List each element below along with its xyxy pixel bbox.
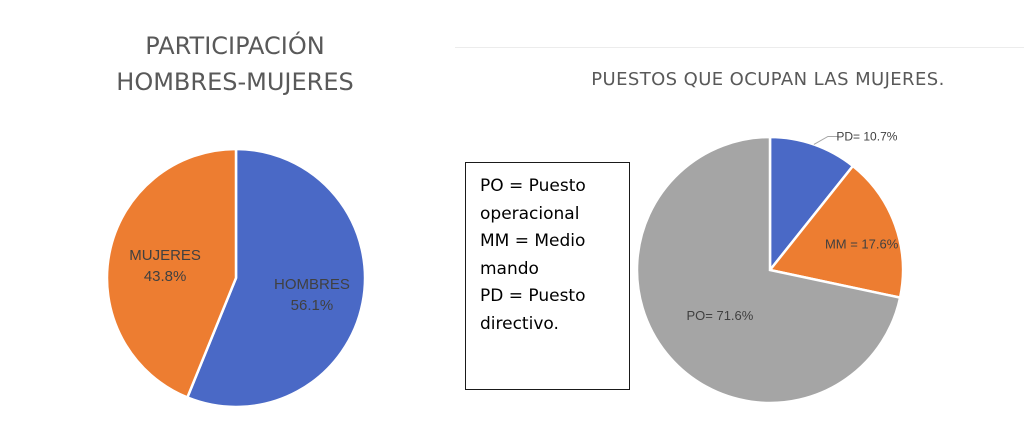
slice-label-mujeres: MUJERES — [129, 247, 201, 264]
pie-slice-po — [635, 135, 902, 405]
slice-label-hombres: HOMBRES — [274, 276, 350, 293]
divider-line — [455, 47, 1024, 48]
legend-line: MM = Medio — [480, 231, 586, 251]
chart-title-line: HOMBRES-MUJERES — [116, 68, 354, 96]
slice-label-pd: PD= 10.7% — [836, 129, 897, 143]
slice-value-hombres: 56.1% — [291, 297, 334, 314]
chart-title-participacion: PARTICIPACIÓN HOMBRES-MUJERES — [90, 28, 380, 100]
slice-label-mm: MM = 17.6% — [825, 237, 899, 252]
slice-value-mujeres: 43.8% — [144, 268, 187, 285]
chart-title-line: PARTICIPACIÓN — [145, 32, 325, 60]
pie-slice-mm — [767, 164, 905, 300]
legend-line: operacional — [480, 203, 580, 224]
legend-line: mando — [480, 258, 539, 279]
pie-slice-hombres — [185, 147, 367, 409]
leader-line-pd — [813, 135, 838, 145]
slice-label-po: PO= 71.6% — [686, 308, 753, 323]
legend-line: PO = Puesto — [480, 176, 586, 196]
chart-title-puestos: PUESTOS QUE OCUPAN LAS MUJERES. — [591, 69, 945, 90]
legend-line: PD = Puesto — [480, 286, 586, 306]
abbreviation-legend-box: PO = Puesto operacional MM = Medio mando… — [465, 162, 630, 390]
pie-slice-mujeres — [105, 147, 238, 400]
legend-line: directivo. — [480, 313, 559, 334]
